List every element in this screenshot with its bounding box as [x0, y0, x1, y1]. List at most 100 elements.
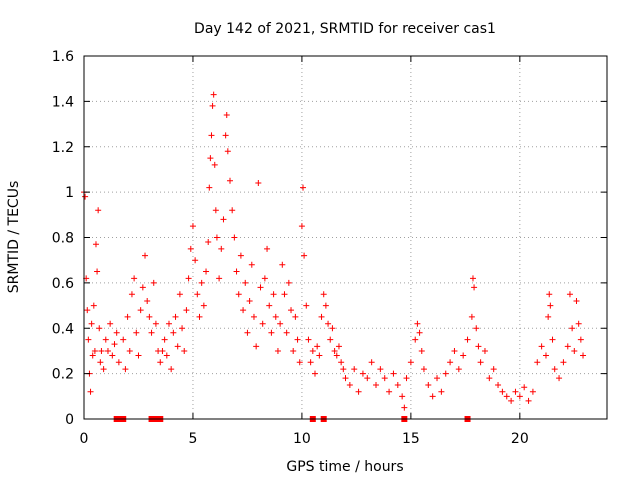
data-point — [88, 320, 95, 327]
x-tick-label: 0 — [80, 431, 89, 447]
data-point — [477, 359, 484, 366]
data-point — [233, 268, 240, 275]
data-point — [471, 284, 478, 291]
y-tick-label: 0.6 — [52, 276, 74, 292]
data-point — [131, 275, 138, 282]
data-point — [338, 359, 345, 366]
data-point — [198, 279, 205, 286]
data-point — [223, 111, 230, 118]
data-point — [97, 359, 104, 366]
data-point — [296, 359, 303, 366]
data-point — [211, 161, 218, 168]
data-point — [128, 291, 135, 298]
data-point — [575, 320, 582, 327]
data-point — [538, 343, 545, 350]
data-point — [564, 343, 571, 350]
data-point — [364, 375, 371, 382]
data-point — [139, 284, 146, 291]
data-point — [218, 245, 225, 252]
data-point — [102, 336, 109, 343]
data-point — [224, 148, 231, 155]
data-point — [194, 291, 201, 298]
data-point — [320, 291, 327, 298]
data-point — [298, 223, 305, 230]
data-point — [573, 298, 580, 305]
data-point — [394, 381, 401, 388]
data-point — [401, 404, 408, 411]
data-point — [516, 393, 523, 400]
data-point — [115, 359, 122, 366]
data-point — [270, 291, 277, 298]
data-point — [92, 241, 99, 248]
data-point — [542, 352, 549, 359]
data-point — [174, 343, 181, 350]
data-point — [91, 347, 98, 354]
data-point — [333, 352, 340, 359]
data-point — [340, 366, 347, 373]
data-point — [210, 91, 217, 98]
data-point — [144, 298, 151, 305]
data-point — [120, 336, 127, 343]
data-point — [368, 359, 375, 366]
data-point — [242, 279, 249, 286]
data-point — [279, 261, 286, 268]
data-point — [473, 325, 480, 332]
data-point — [113, 329, 120, 336]
y-tick-label: 1.2 — [52, 140, 74, 156]
y-tick-label: 1.6 — [52, 49, 74, 65]
y-tick-label: 0.4 — [52, 321, 74, 337]
data-point — [168, 366, 175, 373]
data-point — [512, 388, 519, 395]
data-point — [255, 180, 262, 187]
data-point — [569, 325, 576, 332]
data-point — [551, 366, 558, 373]
data-point — [124, 313, 131, 320]
data-point — [209, 102, 216, 109]
data-point — [571, 347, 578, 354]
data-point — [556, 375, 563, 382]
data-point — [499, 388, 506, 395]
y-tick-label: 0.8 — [52, 231, 74, 247]
data-point — [203, 268, 210, 275]
data-point — [508, 397, 515, 404]
data-point — [322, 302, 329, 309]
data-point — [259, 320, 266, 327]
data-point — [451, 347, 458, 354]
data-point — [192, 257, 199, 264]
data-point — [89, 352, 96, 359]
data-point — [163, 352, 170, 359]
data-point — [183, 307, 190, 314]
data-point — [425, 381, 432, 388]
chart-title: Day 142 of 2021, SRMTID for receiver cas… — [194, 21, 496, 37]
data-point — [390, 370, 397, 377]
data-point — [305, 336, 312, 343]
data-point — [403, 375, 410, 382]
data-point — [82, 193, 89, 200]
data-point — [277, 320, 284, 327]
data-point — [181, 347, 188, 354]
data-point — [213, 234, 220, 241]
data-point — [266, 302, 273, 309]
data-point — [235, 291, 242, 298]
data-point — [111, 341, 118, 348]
data-point — [342, 375, 349, 382]
data-point — [246, 298, 253, 305]
data-point — [222, 132, 229, 139]
data-point — [386, 388, 393, 395]
data-point — [248, 261, 255, 268]
data-point — [176, 291, 183, 298]
data-point — [521, 384, 528, 391]
data-point — [244, 329, 251, 336]
data-point — [165, 320, 172, 327]
data-point — [87, 388, 94, 395]
data-point — [346, 381, 353, 388]
data-point — [272, 313, 279, 320]
data-point — [90, 302, 97, 309]
data-point — [170, 329, 177, 336]
data-point — [503, 393, 510, 400]
data-point — [231, 234, 238, 241]
data-point — [205, 239, 212, 246]
data-point — [179, 325, 186, 332]
x-tick-label: 20 — [511, 431, 529, 447]
data-point — [95, 207, 102, 214]
